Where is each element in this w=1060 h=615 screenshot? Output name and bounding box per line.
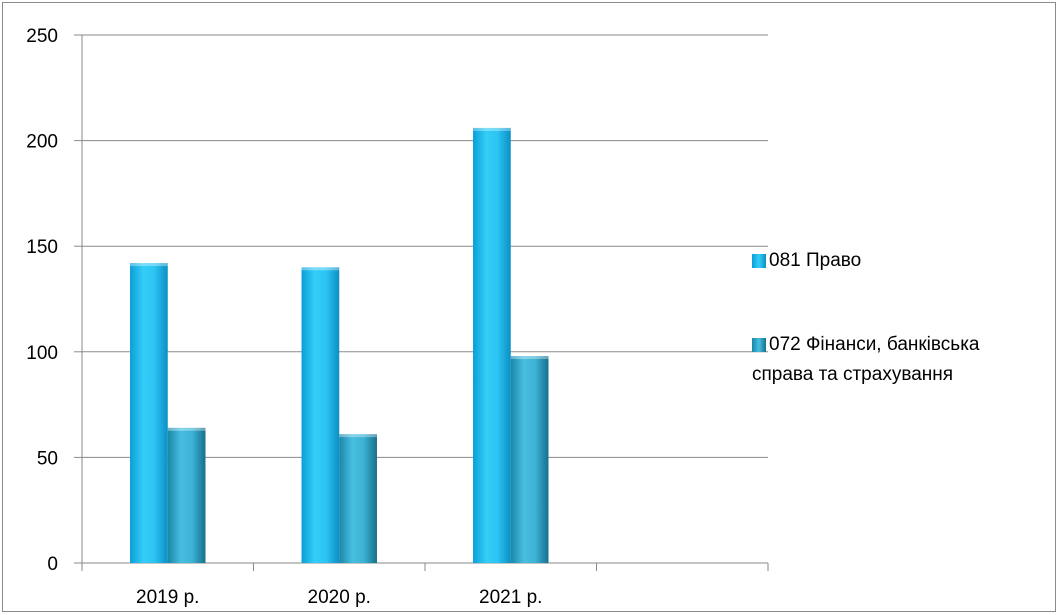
bar-top-highlight xyxy=(473,127,511,131)
bar-top-highlight xyxy=(130,263,168,267)
y-tick-label: 200 xyxy=(26,132,58,153)
y-tick-label: 0 xyxy=(47,554,58,575)
x-tick-label: 2020 р. xyxy=(308,587,371,608)
bar-series-2 xyxy=(339,434,377,563)
legend-swatch-series-2 xyxy=(752,338,766,352)
bar-top-highlight xyxy=(339,434,377,438)
y-tick-label: 150 xyxy=(26,237,58,258)
legend-label-series-1: 081 Право xyxy=(769,250,862,271)
y-tick-label: 50 xyxy=(37,448,58,469)
y-tick-label: 250 xyxy=(26,26,58,47)
tick-labels: 0 50 100 150 200 250 2019 р. 2020 р. 2021 р. xyxy=(26,26,542,608)
x-tick-label: 2021 р. xyxy=(479,587,542,608)
legend-label-series-2-line-1: 072 Фінанси, банківська xyxy=(769,334,980,355)
gridlines xyxy=(82,34,768,458)
x-tick-label: 2019 р. xyxy=(136,587,199,608)
bar-top-highlight xyxy=(167,427,206,431)
bar-top-highlight xyxy=(510,356,549,360)
legend-label-series-2-line-2: справа та страхування xyxy=(752,364,954,385)
bar-series-1 xyxy=(473,127,511,563)
bars xyxy=(130,127,549,563)
legend-swatch-series-1 xyxy=(752,254,766,268)
bar-top-highlight xyxy=(301,267,340,271)
bar-series-2 xyxy=(167,427,206,563)
bar-series-2 xyxy=(510,356,549,563)
bar-series-1 xyxy=(301,267,340,563)
bar-series-1 xyxy=(130,263,168,563)
y-tick-label: 100 xyxy=(26,343,58,364)
